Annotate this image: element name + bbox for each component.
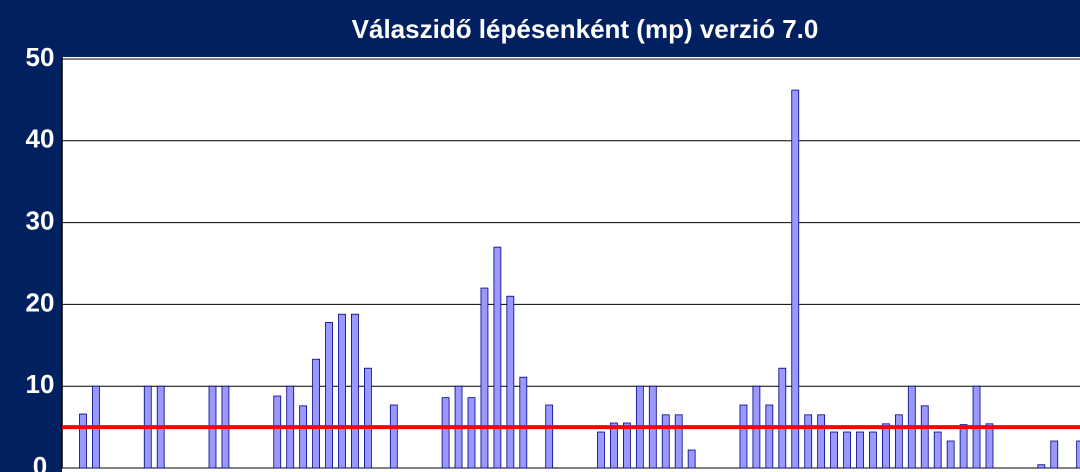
bar — [493, 246, 502, 469]
bar — [79, 413, 87, 469]
bar — [791, 89, 800, 469]
bar — [1050, 440, 1059, 469]
bar — [312, 358, 321, 469]
bar — [817, 414, 826, 469]
bar — [739, 404, 748, 469]
bar — [545, 404, 554, 469]
bar — [480, 287, 489, 469]
bar — [920, 405, 929, 469]
bar — [623, 422, 631, 469]
bar — [1076, 440, 1080, 469]
bar — [467, 397, 476, 469]
bar — [894, 414, 903, 469]
bar — [273, 395, 282, 469]
bar — [363, 367, 372, 469]
bar — [856, 431, 864, 469]
bar — [804, 414, 813, 469]
y-tick-label: 30 — [26, 205, 55, 235]
bar — [869, 431, 877, 469]
bar — [933, 431, 942, 469]
bar — [610, 422, 618, 469]
bar — [519, 376, 528, 469]
bar — [830, 431, 838, 469]
bar — [506, 295, 515, 469]
y-tick-label: 10 — [26, 369, 55, 399]
bar — [687, 449, 696, 469]
bar — [946, 440, 955, 469]
bar — [351, 313, 359, 469]
bar — [597, 431, 605, 469]
y-tick-label: 40 — [26, 124, 55, 154]
bar — [778, 367, 787, 469]
bar — [338, 313, 346, 469]
bar — [299, 405, 308, 469]
bar — [674, 414, 683, 469]
bar — [959, 424, 968, 469]
chart-title: Válaszidő lépésenként (mp) verzió 7.0 — [352, 14, 819, 44]
y-tick-label: 20 — [26, 287, 55, 317]
y-tick-label: 0 — [33, 451, 47, 472]
bar — [441, 397, 450, 469]
bar — [985, 423, 994, 469]
bar — [882, 423, 890, 469]
bar — [661, 414, 670, 469]
bar — [325, 321, 333, 469]
bar — [389, 404, 398, 469]
bar — [1037, 464, 1046, 469]
bar — [765, 404, 774, 469]
bar — [843, 431, 851, 469]
y-tick-label: 50 — [26, 42, 55, 72]
